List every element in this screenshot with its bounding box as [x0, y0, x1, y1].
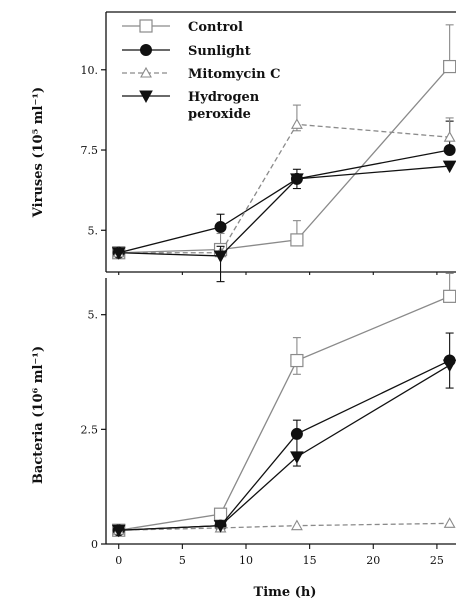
bacteria-panel: 0 2.5 5. 0 5 10 15 20 25 [81, 272, 456, 567]
viruses-control-line [118, 66, 451, 254]
bacteria-mitomycin-c-point [443, 517, 456, 528]
viruses-y-axis-title: Viruses (10⁵ ml⁻¹) [31, 87, 46, 218]
bacteria-hydrogen-peroxide-point [111, 524, 126, 538]
legend-sunlight-label: Sunlight [188, 44, 251, 59]
viruses-control-point [290, 233, 304, 247]
bacteria-mitomycin-c-line [118, 522, 450, 531]
bacteria-x-tick-label: 20 [366, 554, 380, 567]
bacteria-control-point [443, 289, 456, 303]
viruses-hydrogen-peroxide-point [442, 160, 456, 174]
viruses-hydrogen-peroxide-point [213, 250, 228, 263]
legend-mitomycin-c-marker [140, 66, 152, 78]
viruses-control-point [443, 59, 456, 74]
viruses-hydrogen-peroxide-line [118, 165, 450, 257]
bacteria-control-point [213, 507, 228, 521]
bacteria-x-tick-label: 5 [179, 554, 186, 567]
bacteria-x-tick-label: 25 [430, 554, 444, 567]
viruses-sunlight-point [443, 144, 456, 157]
bacteria-control-line [118, 295, 450, 531]
bacteria-x-tick-label: 15 [303, 554, 317, 567]
viruses-mitomycin-c-point [290, 118, 303, 129]
viruses-y-tick-label: 7.5 [81, 144, 99, 157]
bacteria-y-tick-label: 2.5 [81, 423, 99, 436]
bacteria-y-tick-label: 0 [91, 538, 98, 551]
bacteria-mitomycin-c-point [290, 519, 303, 531]
legend-sunlight-marker [140, 44, 152, 56]
viruses-hydrogen-peroxide-point [290, 173, 304, 186]
bacteria-hydrogen-peroxide-point [442, 359, 456, 373]
viruses-panel: 5. 7.5 10. [81, 11, 456, 283]
legend-control-marker [139, 19, 153, 33]
viruses-mitomycin-c-point [443, 131, 456, 142]
viruses-hydrogen-peroxide-point [111, 247, 126, 260]
bacteria-x-tick-label: 10 [239, 554, 253, 567]
bacteria-x-tick-label: 0 [115, 554, 122, 567]
bacteria-hydrogen-peroxide-point [290, 451, 304, 464]
legend-control-label: Control [188, 20, 243, 35]
viruses-y-tick-label: 10. [81, 64, 99, 77]
bacteria-y-axis-title: Bacteria (10⁶ ml⁻¹) [31, 346, 46, 484]
bacteria-control-point [290, 353, 304, 368]
viruses-sunlight-line [118, 149, 450, 254]
viruses-mitomycin-c-line [118, 123, 450, 254]
bacteria-sunlight-point [290, 427, 303, 440]
x-axis-title: Time (h) [254, 585, 317, 600]
legend-hydrogen-peroxide-label: peroxide [188, 107, 251, 122]
bacteria-hydrogen-peroxide-point [213, 520, 228, 533]
viruses-y-tick-label: 5. [88, 224, 99, 237]
bacteria-y-tick-label: 5. [88, 309, 99, 322]
legend: Control Sunlight Mitomycin C Hydrogen peroxi… [122, 19, 281, 122]
bacteria-hydrogen-peroxide-line [118, 364, 450, 531]
legend-hydrogen-peroxide-label: Hydrogen [188, 90, 260, 105]
viruses-sunlight-point [214, 221, 227, 234]
legend-mitomycin-c-label: Mitomycin C [188, 67, 281, 82]
legend-hydrogen-peroxide-marker [139, 90, 153, 104]
